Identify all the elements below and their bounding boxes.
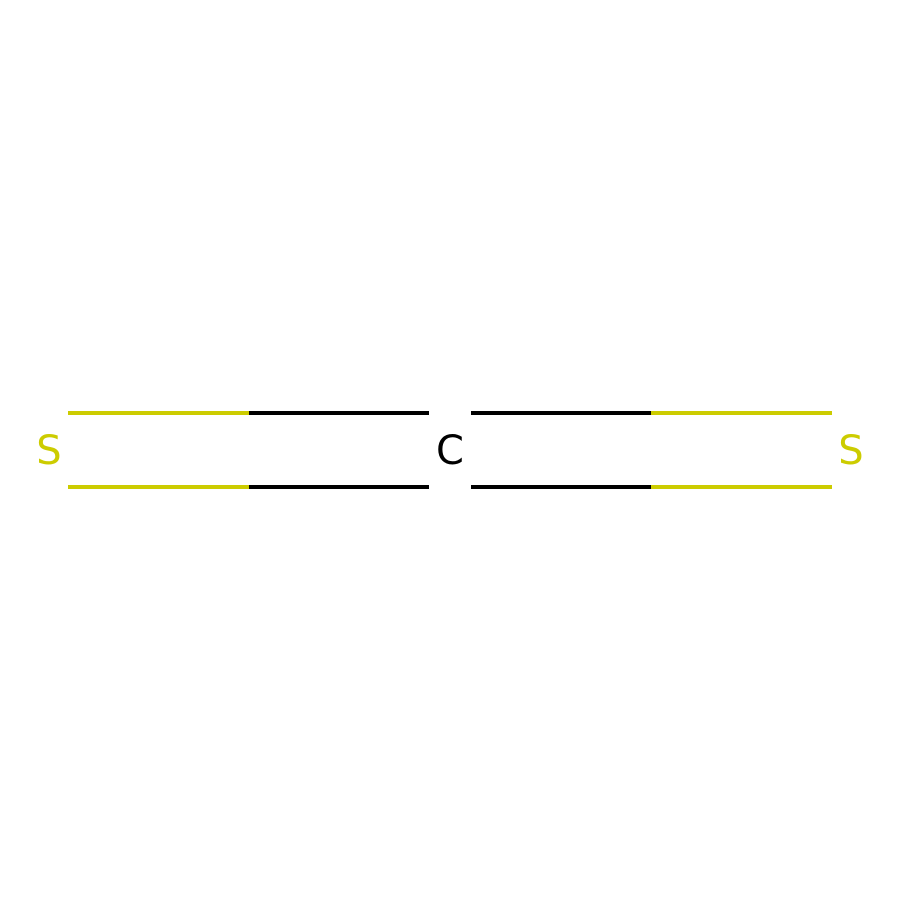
atom-label-s2: S [838,428,863,474]
atom-label-c1: C [436,428,464,474]
bond-c1-s2 [471,411,832,489]
bond-s1-c1 [68,411,429,489]
atom-label-s1: S [36,428,61,474]
